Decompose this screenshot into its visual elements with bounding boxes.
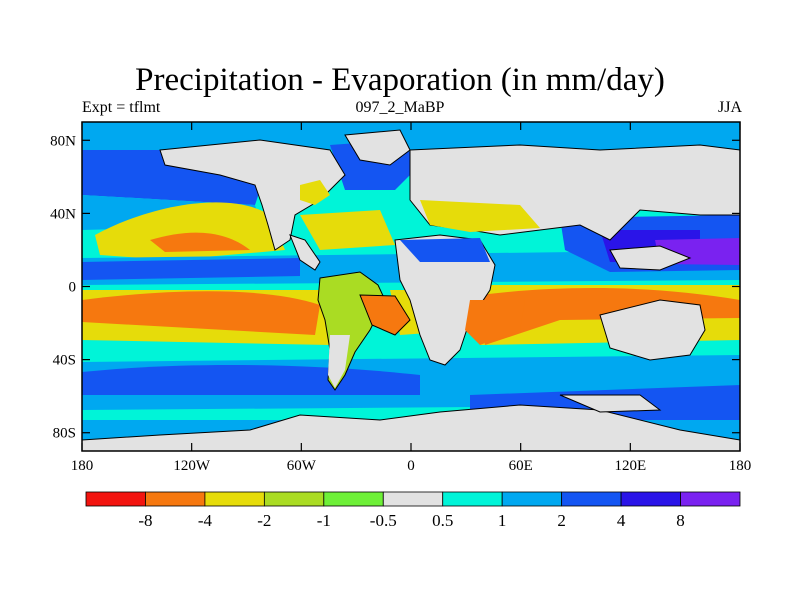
colorbar-label: -2 <box>257 511 271 530</box>
colorbar-swatch <box>501 491 563 507</box>
antarctica <box>82 404 740 451</box>
map-title: Precipitation - Evaporation (in mm/day) <box>135 62 665 98</box>
colorbar-swatch <box>620 491 681 507</box>
x-axis: 180 120W 60W 0 60E 120E 180 <box>71 122 752 474</box>
y-tick-label: 0 <box>69 280 77 296</box>
australia <box>599 299 706 361</box>
x-tick-label: 60E <box>509 458 533 474</box>
colorbar-label: -0.5 <box>370 511 397 530</box>
colorbar-label: 4 <box>617 511 626 530</box>
land-layer <box>82 129 740 451</box>
x-tick-label: 180 <box>71 458 94 474</box>
y-axis: 80N 40N 0 40S 80S <box>50 133 740 442</box>
africa-sahara <box>400 238 490 262</box>
north-america-wet <box>300 180 330 205</box>
north-atlantic-dry <box>300 210 395 250</box>
colorbar-swatch <box>382 491 444 507</box>
central-america <box>289 234 321 271</box>
x-tick-label: 180 <box>729 458 752 474</box>
y-tick-label: 80N <box>50 133 76 149</box>
experiment-label: Expt = tflmt <box>82 99 161 116</box>
maritime-continent <box>609 245 692 271</box>
colorbar-swatch <box>263 491 325 507</box>
colorbar-swatch <box>323 491 384 507</box>
greenland <box>344 129 411 166</box>
north-pacific-dry-core <box>150 232 250 252</box>
colorbar-label: -1 <box>317 511 331 530</box>
south-america-south <box>328 335 350 388</box>
y-tick-label: 40N <box>50 206 76 222</box>
x-tick-label: 120E <box>614 458 646 474</box>
run-label: 097_2_MaBP <box>355 99 445 116</box>
colorbar-swatch <box>680 491 741 507</box>
x-tick-label: 60W <box>287 458 317 474</box>
season-label: JJA <box>717 99 742 116</box>
colorbar-label: -4 <box>198 511 213 530</box>
africa-south-dry <box>465 300 525 345</box>
x-tick-label: 120W <box>173 458 211 474</box>
colorbar-label: 0.5 <box>432 511 453 530</box>
colorbar-swatch <box>561 491 622 507</box>
north-america <box>159 139 346 251</box>
colorbar-swatch <box>442 491 503 507</box>
colorbar-label: 2 <box>557 511 566 530</box>
colorbar-swatch <box>204 491 265 507</box>
colorbar-swatch <box>145 491 206 507</box>
antarctica-east <box>559 394 662 413</box>
y-tick-label: 80S <box>53 426 76 442</box>
south-pacific-dry-core <box>82 291 320 335</box>
colorbar-label: 1 <box>498 511 507 530</box>
eurasia-dry <box>420 200 540 232</box>
colorbar-label: 8 <box>676 511 685 530</box>
colorbar-label: -8 <box>138 511 152 530</box>
x-tick-label: 0 <box>407 458 415 474</box>
itcz-core <box>82 258 300 280</box>
south-america-dry <box>359 294 411 336</box>
y-tick-label: 40S <box>53 353 76 369</box>
colorbar: -8 -4 -2 -1 -0.5 0.5 1 2 4 8 <box>85 491 741 530</box>
colorbar-swatch <box>85 491 146 507</box>
